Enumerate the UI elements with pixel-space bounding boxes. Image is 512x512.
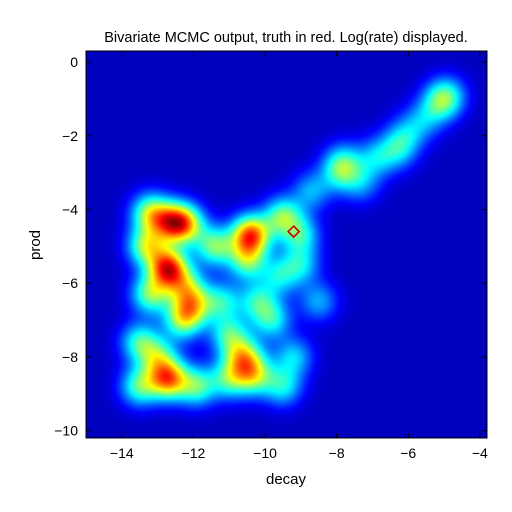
plot-area bbox=[85, 50, 488, 439]
density-heatmap bbox=[86, 51, 487, 438]
y-axis-tick-labels: 0 −2 −4 −6 −8 −10 bbox=[54, 54, 78, 439]
x-axis-tick-labels: −14 −12 −10 −8 −6 −4 bbox=[110, 445, 488, 461]
y-tick-label: −6 bbox=[62, 275, 78, 291]
y-tick-label: −2 bbox=[62, 128, 78, 144]
y-tick-label: −8 bbox=[62, 349, 78, 365]
y-axis-title: prod bbox=[27, 230, 44, 260]
y-tick-label: −10 bbox=[54, 423, 78, 439]
x-tick-label: −12 bbox=[182, 445, 206, 461]
y-tick-label: −4 bbox=[62, 201, 78, 217]
y-tick-label: 0 bbox=[70, 54, 78, 70]
x-axis-title: decay bbox=[266, 471, 307, 488]
truth-marker bbox=[287, 224, 301, 239]
x-tick-label: −10 bbox=[253, 445, 277, 461]
x-tick-label: −4 bbox=[472, 445, 488, 461]
tick-marks bbox=[86, 51, 487, 438]
x-tick-label: −6 bbox=[400, 445, 416, 461]
x-tick-label: −8 bbox=[329, 445, 345, 461]
chart-title: Bivariate MCMC output, truth in red. Log… bbox=[104, 30, 467, 46]
plot-frame bbox=[85, 50, 488, 439]
x-tick-label: −14 bbox=[110, 445, 134, 461]
